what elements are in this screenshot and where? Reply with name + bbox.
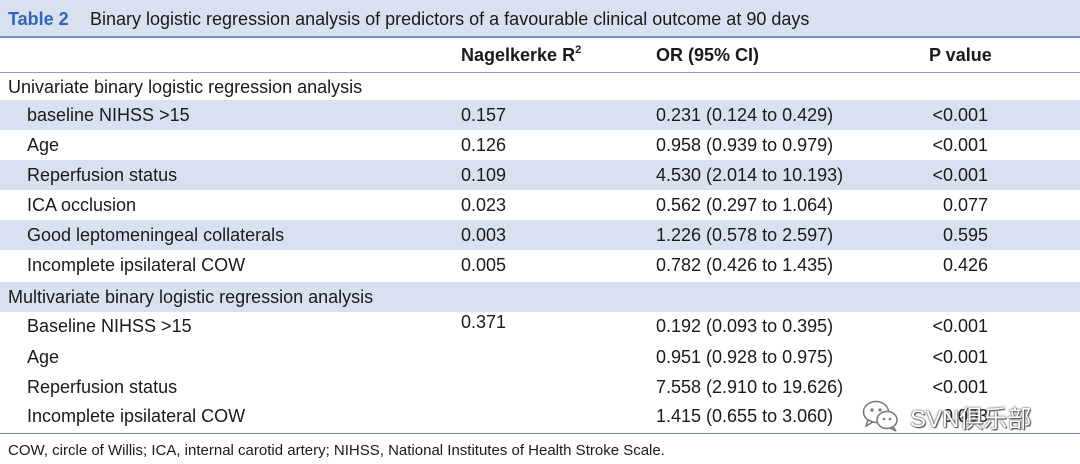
row-label: Incomplete ipsilateral COW bbox=[27, 401, 245, 431]
row-or: 0.782 (0.426 to 1.435) bbox=[656, 250, 833, 280]
row-or: 0.231 (0.124 to 0.429) bbox=[656, 100, 833, 130]
table-row: baseline NIHSS >15 0.157 0.231 (0.124 to… bbox=[0, 100, 1080, 130]
table-row: Age 0.126 0.958 (0.939 to 0.979) <0.001 bbox=[0, 130, 1080, 160]
watermark-text: SVN俱乐部 bbox=[910, 399, 1031, 434]
row-r2: 0.371 bbox=[461, 307, 506, 337]
table-row: Age 0.951 (0.928 to 0.975) <0.001 bbox=[0, 342, 1080, 372]
section-row-univariate: Univariate binary logistic regression an… bbox=[0, 72, 1080, 102]
row-or: 4.530 (2.014 to 10.193) bbox=[656, 160, 843, 190]
row-p: 0.426 bbox=[943, 250, 988, 280]
row-p: <0.001 bbox=[932, 130, 988, 160]
wechat-icon bbox=[862, 399, 900, 433]
row-label: ICA occlusion bbox=[27, 190, 136, 220]
row-p: <0.001 bbox=[932, 100, 988, 130]
table-row: Good leptomeningeal collaterals 0.003 1.… bbox=[0, 220, 1080, 250]
header-nagelkerke: Nagelkerke R2 bbox=[461, 38, 581, 72]
row-r2: 0.005 bbox=[461, 250, 506, 280]
row-label: baseline NIHSS >15 bbox=[27, 100, 190, 130]
table-row: Reperfusion status 0.109 4.530 (2.014 to… bbox=[0, 160, 1080, 190]
table-row: Incomplete ipsilateral COW 0.005 0.782 (… bbox=[0, 250, 1080, 280]
row-or: 7.558 (2.910 to 19.626) bbox=[656, 372, 843, 402]
row-label: Baseline NIHSS >15 bbox=[27, 311, 192, 341]
row-or: 1.226 (0.578 to 2.597) bbox=[656, 220, 833, 250]
section-title: Multivariate binary logistic regression … bbox=[8, 282, 373, 312]
table-row: ICA occlusion 0.023 0.562 (0.297 to 1.06… bbox=[0, 190, 1080, 220]
watermark: SVN俱乐部 bbox=[862, 396, 1031, 436]
header-pvalue: P value bbox=[929, 38, 992, 72]
row-p: <0.001 bbox=[932, 342, 988, 372]
row-p: <0.001 bbox=[932, 311, 988, 341]
table-caption: Binary logistic regression analysis of p… bbox=[90, 0, 809, 38]
row-or: 0.958 (0.939 to 0.979) bbox=[656, 130, 833, 160]
table-footnote: COW, circle of Willis; ICA, internal car… bbox=[8, 441, 665, 461]
row-label: Reperfusion status bbox=[27, 372, 177, 402]
table-header: Nagelkerke R2 OR (95% CI) P value bbox=[0, 38, 1080, 72]
section-title: Univariate binary logistic regression an… bbox=[8, 72, 362, 102]
row-p: <0.001 bbox=[932, 160, 988, 190]
row-or: 0.951 (0.928 to 0.975) bbox=[656, 342, 833, 372]
row-label: Age bbox=[27, 342, 59, 372]
header-or: OR (95% CI) bbox=[656, 38, 759, 72]
row-p: 0.077 bbox=[943, 190, 988, 220]
row-label: Reperfusion status bbox=[27, 160, 177, 190]
row-r2: 0.109 bbox=[461, 160, 506, 190]
row-r2: 0.003 bbox=[461, 220, 506, 250]
row-or: 0.562 (0.297 to 1.064) bbox=[656, 190, 833, 220]
row-label: Age bbox=[27, 130, 59, 160]
row-or: 1.415 (0.655 to 3.060) bbox=[656, 401, 833, 431]
row-label: Good leptomeningeal collaterals bbox=[27, 220, 284, 250]
row-label: Incomplete ipsilateral COW bbox=[27, 250, 245, 280]
table-title-bar: Table 2 Binary logistic regression analy… bbox=[0, 0, 1080, 38]
row-r2: 0.157 bbox=[461, 100, 506, 130]
table-label: Table 2 bbox=[8, 0, 69, 38]
row-or: 0.192 (0.093 to 0.395) bbox=[656, 311, 833, 341]
row-r2: 0.023 bbox=[461, 190, 506, 220]
section-row-multivariate: Multivariate binary logistic regression … bbox=[0, 282, 1080, 312]
row-r2: 0.126 bbox=[461, 130, 506, 160]
table-row: Baseline NIHSS >15 0.371 0.192 (0.093 to… bbox=[0, 311, 1080, 341]
row-p: 0.595 bbox=[943, 220, 988, 250]
